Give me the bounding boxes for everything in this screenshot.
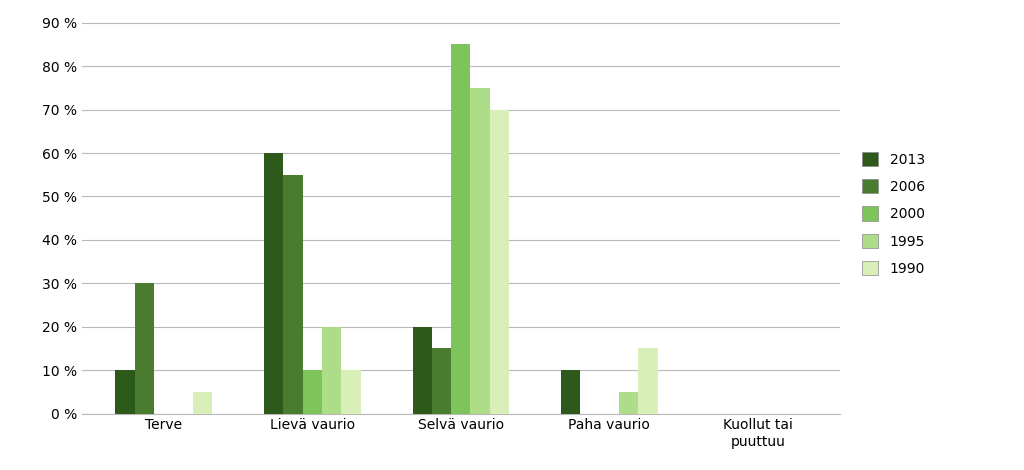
- Bar: [264, 153, 284, 414]
- Bar: [302, 370, 322, 414]
- Bar: [135, 283, 154, 414]
- Bar: [116, 370, 135, 414]
- Bar: [620, 392, 638, 414]
- Bar: [432, 348, 452, 414]
- Bar: [284, 175, 302, 414]
- Bar: [561, 370, 581, 414]
- Legend: 2013, 2006, 2000, 1995, 1990: 2013, 2006, 2000, 1995, 1990: [862, 152, 925, 276]
- Bar: [193, 392, 212, 414]
- Bar: [322, 327, 341, 414]
- Bar: [489, 110, 509, 414]
- Bar: [638, 348, 657, 414]
- Bar: [341, 370, 360, 414]
- Bar: [470, 88, 489, 414]
- Bar: [413, 327, 432, 414]
- Bar: [452, 45, 470, 414]
